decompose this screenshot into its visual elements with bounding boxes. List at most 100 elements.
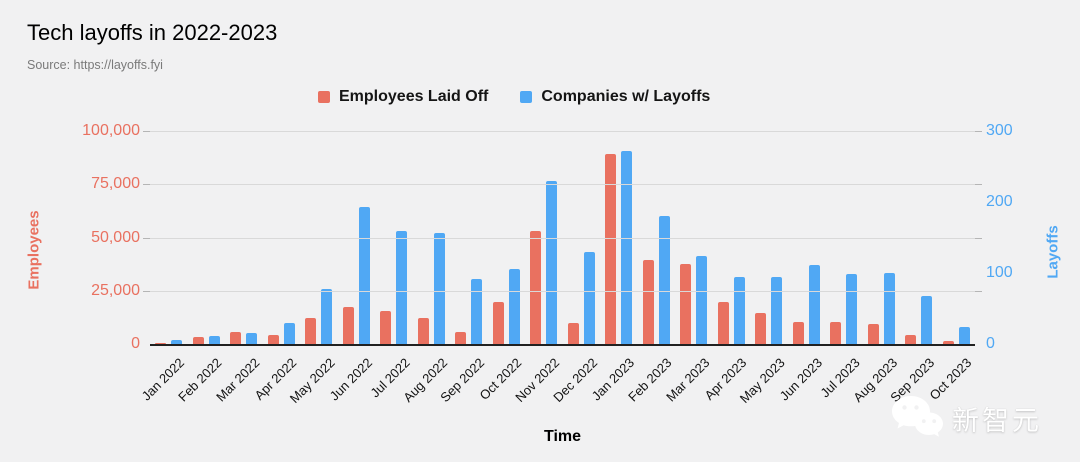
bar-employees: [792, 321, 804, 344]
x-axis-tick-labels: Jan 2022 Feb 2022 Mar 2022 Apr 2022 May 2022…: [139, 347, 975, 419]
legend: Employees Laid Off Companies w/ Layoffs: [318, 88, 710, 106]
bar-companies: [808, 265, 820, 344]
legend-swatch-employees: [318, 91, 330, 103]
left-axis-tick-label: 0: [131, 335, 140, 352]
month-slot: [525, 131, 563, 344]
chart-source: Source: https://layoffs.fyi: [27, 58, 163, 72]
bar-employees: [192, 336, 204, 344]
bar-employees: [605, 154, 617, 344]
bar-employees: [230, 332, 242, 344]
left-axis-tick-label: 100,000: [82, 122, 140, 139]
bar-employees: [830, 321, 842, 344]
month-slot: [375, 131, 413, 344]
month-slot: [863, 131, 901, 344]
gridline: [150, 237, 975, 239]
bar-companies: [246, 332, 258, 344]
bar-employees: [905, 335, 917, 344]
legend-swatch-companies: [520, 91, 533, 103]
axis-tick-mark: [975, 131, 982, 132]
bar-employees: [680, 264, 692, 344]
bar-companies: [621, 150, 633, 344]
month-slot: [750, 131, 788, 344]
axis-tick-mark: [975, 184, 982, 186]
left-axis-tick-labels: 100,000 75,000 50,000 25,000 0: [0, 122, 140, 352]
bar-companies: [546, 181, 558, 344]
month-slot: [338, 131, 376, 344]
bar-employees: [942, 341, 954, 344]
bar-companies: [283, 323, 295, 344]
month-slot: [450, 131, 488, 344]
legend-label-employees: Employees Laid Off: [339, 88, 489, 105]
bar-employees: [867, 324, 879, 344]
chart-title: Tech layoffs in 2022-2023: [27, 20, 278, 45]
bar-companies: [358, 206, 370, 344]
wechat-icon: [892, 396, 943, 437]
bar-employees: [492, 302, 504, 344]
bar-employees: [755, 312, 767, 344]
gridline: [150, 290, 975, 292]
month-slot: [825, 131, 863, 344]
month-slot: [938, 131, 976, 344]
bar-employees: [642, 259, 654, 344]
month-slot: [713, 131, 751, 344]
right-axis-tick-label: 200: [986, 193, 1013, 210]
bar-companies: [171, 340, 183, 344]
month-slot: [150, 131, 188, 344]
bar-companies: [733, 276, 745, 344]
month-slot: [788, 131, 826, 344]
month-slot: [263, 131, 301, 344]
bar-companies: [696, 255, 708, 344]
x-axis-title: Time: [543, 428, 582, 445]
right-axis-tick-label: 300: [986, 122, 1013, 139]
month-slot: [188, 131, 226, 344]
month-slot: [300, 131, 338, 344]
bar-companies: [208, 336, 220, 344]
bar-employees: [567, 323, 579, 344]
month-slot: [225, 131, 263, 344]
legend-label-companies: Companies w/ Layoffs: [541, 88, 711, 105]
left-axis-tick-label: 25,000: [91, 281, 140, 299]
right-axis-tick-label: 0: [986, 335, 995, 352]
plot-area: [143, 131, 982, 346]
gridline: [150, 184, 975, 186]
month-slot: [900, 131, 938, 344]
bar-companies: [433, 233, 445, 344]
legend-item-companies: Companies w/ Layoffs: [520, 88, 710, 106]
right-axis-tick-label: 100: [986, 264, 1013, 281]
bar-companies: [658, 216, 670, 344]
legend-item-employees: Employees Laid Off: [318, 88, 488, 106]
bar-employees: [530, 231, 542, 344]
bar-employees: [342, 306, 354, 344]
bar-companies: [321, 289, 333, 344]
bar-companies: [583, 251, 595, 344]
axis-tick-mark: [975, 237, 982, 239]
bar-companies: [771, 276, 783, 344]
bar-companies: [921, 296, 933, 344]
axis-tick-mark: [143, 290, 150, 292]
month-slot: [600, 131, 638, 344]
left-axis-tick-label: 75,000: [91, 175, 140, 193]
bar-employees: [267, 335, 279, 344]
bar-companies: [396, 231, 408, 344]
bar-companies: [471, 278, 483, 344]
bar-employees: [417, 317, 429, 344]
month-slot: [563, 131, 601, 344]
bar-employees: [305, 317, 317, 344]
month-slot: [638, 131, 676, 344]
month-slot: [413, 131, 451, 344]
watermark-text: 新智元: [952, 405, 1042, 436]
gridline: [150, 131, 975, 132]
watermark: 新智元: [890, 394, 1042, 442]
month-slot: [488, 131, 526, 344]
bar-employees: [455, 332, 467, 344]
bar-companies: [958, 326, 970, 344]
month-slot: [675, 131, 713, 344]
bar-companies: [883, 273, 895, 344]
left-axis-tick-label: 50,000: [91, 228, 140, 246]
bar-companies: [508, 269, 520, 344]
right-axis-tick-labels: 300 200 100 0: [986, 122, 1056, 352]
axis-tick-mark: [975, 290, 982, 292]
axis-tick-mark: [143, 131, 150, 132]
axis-tick-mark: [143, 184, 150, 186]
